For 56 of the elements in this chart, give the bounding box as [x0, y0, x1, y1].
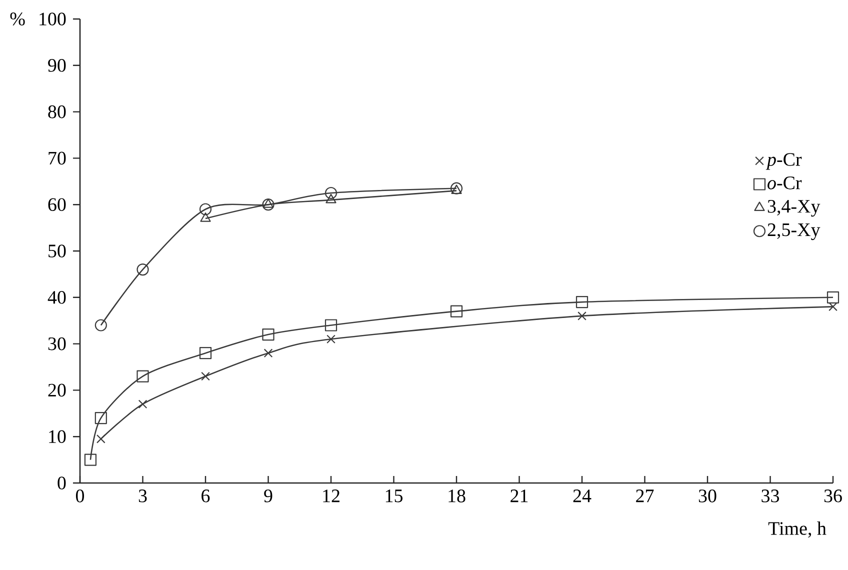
x-tick-label: 15: [386, 490, 403, 502]
legend-label: o-Cr: [768, 176, 802, 190]
y-tick-label: 10: [49, 430, 66, 444]
point: [324, 319, 338, 332]
point: [828, 302, 838, 312]
point: [826, 291, 840, 304]
x-tick-label: 12: [323, 490, 340, 502]
point: [576, 296, 588, 308]
y-tick-label: 80: [48, 105, 66, 118]
point: [201, 372, 210, 381]
y-tick-label: 40: [48, 291, 66, 304]
x-tick-label: 36: [824, 490, 842, 502]
y-tick-label: 50: [48, 244, 66, 258]
x-tick-label: 33: [762, 490, 780, 502]
legend-label: 3,4-Xy: [768, 200, 820, 217]
point: [136, 370, 149, 382]
point: [450, 182, 463, 194]
point: [262, 198, 274, 208]
point: [138, 400, 148, 409]
point: [326, 334, 336, 344]
x-tick-label: 6: [202, 490, 210, 502]
y-tick-label: 30: [48, 337, 66, 350]
x-tick-label: 3: [138, 490, 147, 502]
point: [199, 347, 212, 360]
x-tick-label: 21: [510, 490, 528, 502]
x-tick-label: 18: [448, 490, 466, 502]
y-tick-label: 70: [48, 152, 66, 165]
y-axis-title: %: [10, 12, 25, 26]
x-tick-label: 24: [573, 490, 592, 502]
point: [264, 348, 273, 358]
point: [326, 194, 336, 204]
point: [450, 305, 463, 318]
point: [578, 312, 586, 320]
y-tick-label: 0: [58, 476, 66, 490]
y-tick-label: 90: [48, 58, 66, 72]
point: [136, 264, 149, 276]
x-tick-label: 9: [264, 490, 272, 502]
y-tick-label: 100: [40, 12, 66, 26]
x-axis-title: Time, h: [768, 522, 826, 538]
point: [262, 198, 274, 211]
x-tick-label: 30: [698, 490, 716, 502]
legend-label: 2,5-Xy: [768, 223, 820, 240]
point: [94, 412, 107, 424]
x-tick-label: 0: [76, 490, 84, 502]
point: [262, 328, 274, 341]
point: [199, 203, 212, 216]
point: [96, 434, 106, 444]
x-tick-label: 27: [636, 490, 654, 502]
point: [84, 454, 97, 466]
y-tick-label: 20: [48, 384, 66, 397]
point: [200, 212, 211, 222]
point: [94, 319, 107, 332]
point: [324, 186, 338, 200]
legend-label: p-Cr: [766, 153, 802, 170]
point: [451, 184, 462, 194]
y-tick-label: 60: [48, 198, 66, 212]
